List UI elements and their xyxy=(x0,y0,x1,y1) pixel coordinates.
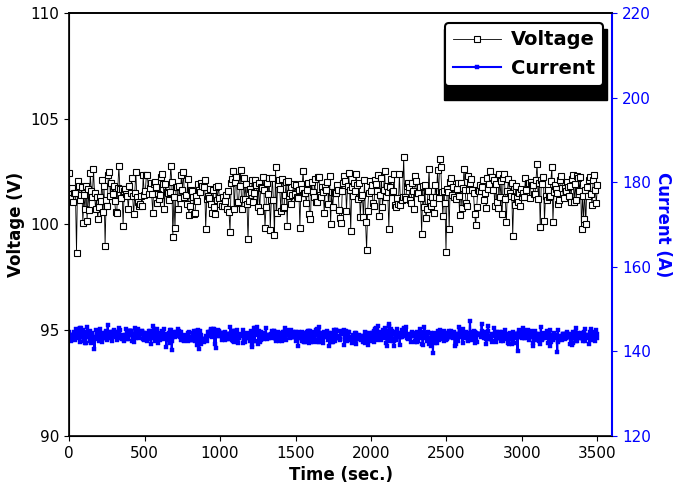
Current xyxy=(428,332,436,338)
Current xyxy=(297,329,306,335)
Y-axis label: Current (A): Current (A) xyxy=(654,172,672,277)
Voltage xyxy=(500,171,509,177)
Current xyxy=(466,318,474,324)
Voltage xyxy=(320,210,329,216)
Voltage xyxy=(65,170,73,176)
Legend: Voltage, Current: Voltage, Current xyxy=(445,23,603,86)
Current xyxy=(488,339,496,345)
Voltage xyxy=(399,154,407,160)
Current xyxy=(478,328,486,334)
Voltage xyxy=(73,250,81,256)
Current xyxy=(278,329,287,335)
Current xyxy=(119,335,127,341)
X-axis label: Time (sec.): Time (sec.) xyxy=(289,466,392,484)
Voltage xyxy=(352,171,360,177)
Voltage xyxy=(317,194,325,200)
Current xyxy=(65,329,73,335)
Line: Current: Current xyxy=(67,319,599,355)
Voltage xyxy=(380,167,388,173)
Voltage xyxy=(583,184,591,190)
FancyBboxPatch shape xyxy=(443,29,607,100)
Line: Voltage: Voltage xyxy=(67,154,600,255)
Voltage xyxy=(593,182,602,188)
Y-axis label: Voltage (V): Voltage (V) xyxy=(7,172,25,277)
Current xyxy=(429,350,437,355)
Current xyxy=(593,331,602,337)
